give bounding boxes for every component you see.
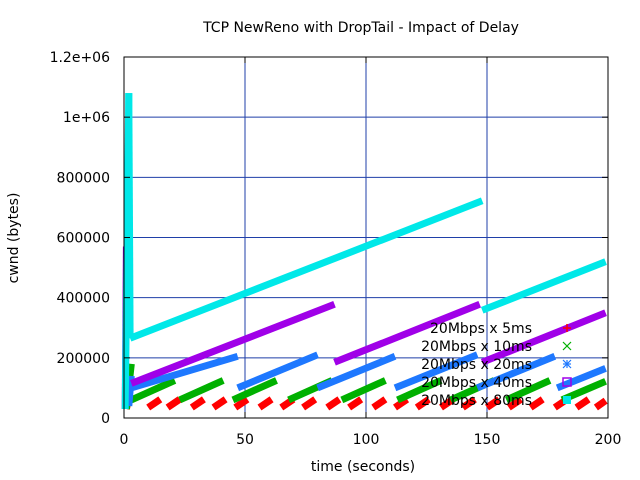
- series-segment: [347, 396, 364, 411]
- legend-label: 20Mbps x 5ms: [430, 321, 532, 337]
- series-segment: [528, 396, 545, 411]
- series-segment: [125, 93, 134, 339]
- series-segment: [178, 377, 225, 404]
- series-segment: [475, 353, 557, 392]
- series-segment: [480, 309, 607, 366]
- series-segment: [231, 377, 278, 404]
- series-segment: [129, 377, 177, 404]
- series-segment: [460, 396, 477, 411]
- legend-label: 20Mbps x 80ms: [421, 393, 532, 409]
- legend-label: 20Mbps x 20ms: [421, 357, 532, 373]
- series-segment: [506, 396, 523, 411]
- series-segment: [504, 377, 552, 404]
- x-axis-ticks: 0 50 100 150 200: [120, 57, 622, 448]
- series-segment: [325, 396, 342, 411]
- series-segment: [371, 396, 388, 411]
- y-axis-ticks: 0 200000 400000 600000 800000 1e+06 1.2e+06: [50, 50, 608, 427]
- legend-marker: [562, 359, 572, 369]
- y-tick-label: 200000: [57, 351, 110, 367]
- y-tick-label: 800000: [57, 170, 110, 186]
- series-segment: [340, 377, 387, 404]
- series-5: [121, 93, 607, 410]
- y-tick-label: 400000: [57, 291, 110, 307]
- series-segment: [485, 396, 502, 411]
- series-segment: [393, 396, 410, 411]
- series-segment: [189, 396, 206, 411]
- x-tick-label: 50: [236, 432, 254, 448]
- series-segment: [414, 396, 431, 411]
- series-segment: [480, 258, 607, 314]
- x-tick-label: 200: [595, 432, 622, 448]
- series-segment: [165, 396, 182, 411]
- series-segment: [130, 301, 336, 387]
- y-tick-label: 0: [101, 411, 110, 427]
- legend-marker: [562, 377, 572, 387]
- series-segment: [146, 396, 163, 411]
- legend-label: 20Mbps x 40ms: [421, 375, 532, 391]
- series-3: [125, 351, 607, 407]
- series-segment: [236, 351, 319, 392]
- series-segment: [211, 396, 228, 411]
- series-segment: [333, 301, 481, 366]
- series-segment: [396, 377, 443, 404]
- x-tick-label: 0: [120, 432, 129, 448]
- chart-title: TCP NewReno with DropTail - Impact of De…: [202, 20, 519, 36]
- y-tick-label: 600000: [57, 231, 110, 247]
- series-segment: [593, 397, 608, 411]
- series-segment: [233, 396, 250, 411]
- series-segment: [574, 396, 591, 411]
- series-segment: [393, 351, 479, 392]
- legend: 20Mbps x 5ms 20Mbps x 10ms 20Mbps x 20ms 20…: [421, 321, 572, 409]
- series-segment: [257, 396, 274, 411]
- legend-marker: [562, 341, 572, 351]
- x-tick-label: 100: [353, 432, 380, 448]
- series-segment: [316, 353, 397, 392]
- legend-label: 20Mbps x 10ms: [421, 339, 532, 355]
- series-segment: [130, 352, 239, 392]
- legend-marker: [563, 396, 571, 404]
- y-tick-label: 1.2e+06: [50, 50, 111, 66]
- data-series: [121, 93, 608, 411]
- series-segment: [128, 197, 484, 342]
- x-axis-label: time (seconds): [311, 459, 415, 475]
- legend-marker: [563, 324, 571, 332]
- y-axis-label: cwnd (bytes): [6, 193, 22, 284]
- series-segment: [555, 365, 607, 392]
- series-segment: [301, 396, 318, 411]
- x-tick-label: 150: [474, 432, 501, 448]
- y-tick-label: 1e+06: [63, 110, 110, 126]
